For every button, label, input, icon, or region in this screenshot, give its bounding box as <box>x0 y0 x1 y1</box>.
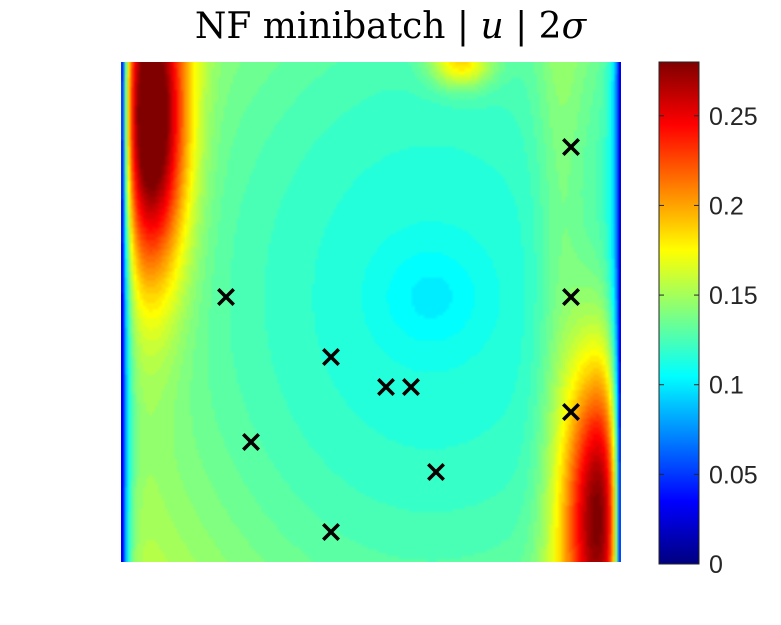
heatmap-field <box>121 62 621 562</box>
sensor-marker-1 <box>217 288 235 306</box>
sensor-marker-3 <box>322 348 340 366</box>
title-sigma: σ <box>561 6 587 47</box>
colorbar-frame <box>658 61 700 565</box>
sensor-marker-10 <box>562 403 580 421</box>
sensor-marker-7 <box>427 463 445 481</box>
sensor-marker-5 <box>377 378 395 396</box>
colorbar-tick-label-1: 0.05 <box>709 461 758 489</box>
colorbar: 0 0.05 0.1 0.15 0.2 0.25 <box>658 61 758 579</box>
colorbar-gradient <box>659 62 699 564</box>
sensor-marker-6 <box>402 378 420 396</box>
colorbar-tick-label-3: 0.15 <box>709 282 758 310</box>
title-prefix: NF minibatch | <box>194 6 481 47</box>
sensor-marker-2 <box>242 433 260 451</box>
sensor-marker-8 <box>562 138 580 156</box>
colorbar-tick-label-2: 0.1 <box>709 372 744 400</box>
title-mid: | 2 <box>503 6 562 47</box>
chart-title: NF minibatch | u | 2σ <box>0 6 781 47</box>
heatmap-image <box>121 62 621 562</box>
sensor-marker-9 <box>562 288 580 306</box>
marker-layer <box>217 138 580 541</box>
title-variable-u: u <box>480 6 504 47</box>
colorbar-tick-label-4: 0.2 <box>709 192 744 220</box>
colorbar-tick-label-5: 0.25 <box>709 103 758 131</box>
sensor-marker-4 <box>322 523 340 541</box>
colorbar-tick-label-0: 0 <box>709 551 723 579</box>
